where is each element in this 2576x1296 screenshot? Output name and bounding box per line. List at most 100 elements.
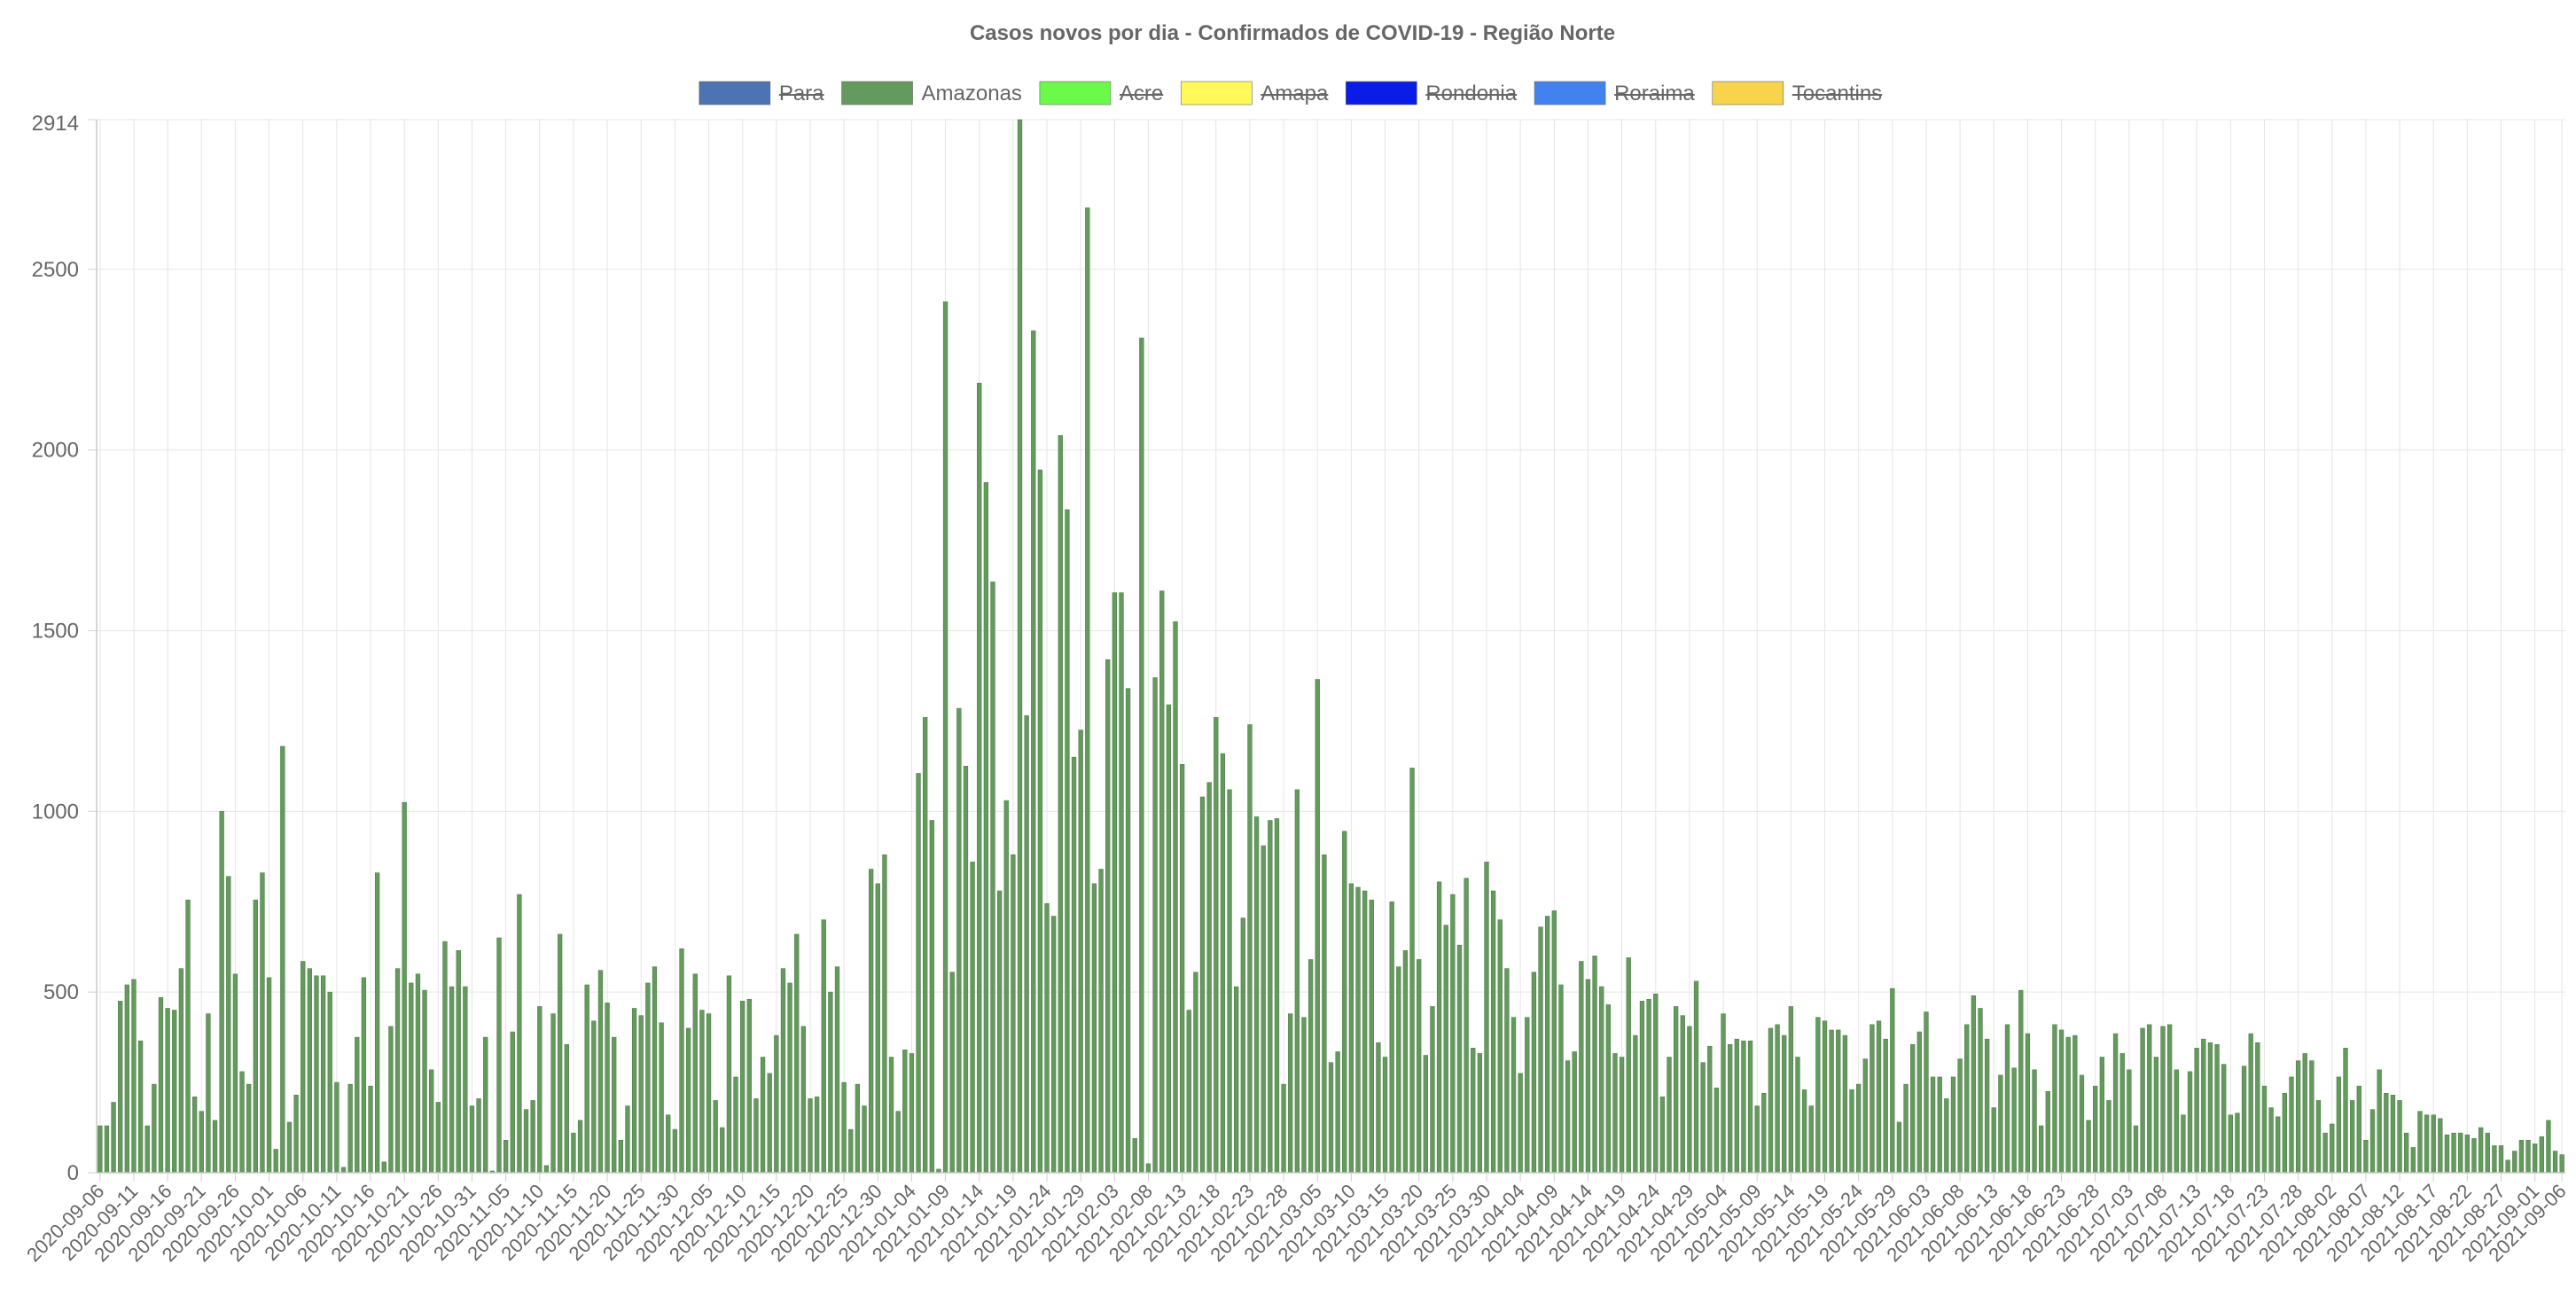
bar: [1017, 119, 1023, 1174]
bar: [1098, 869, 1104, 1174]
bar: [435, 1102, 441, 1174]
bar: [2539, 1136, 2544, 1174]
bar: [652, 966, 658, 1174]
bar: [2417, 1111, 2423, 1174]
bar: [1626, 957, 1631, 1174]
bar: [990, 582, 995, 1174]
bar: [1822, 1020, 1828, 1174]
bar: [1044, 902, 1050, 1174]
bar: [1633, 1034, 1638, 1174]
bar: [2505, 1159, 2510, 1174]
bar: [868, 869, 874, 1174]
legend-item-roraima[interactable]: Roraima: [1534, 81, 1695, 105]
bar: [2187, 1071, 2193, 1174]
bar: [307, 968, 313, 1174]
bar: [2207, 1042, 2213, 1174]
legend-item-para[interactable]: Para: [699, 81, 824, 105]
bar: [1145, 1163, 1151, 1174]
bar: [571, 1132, 576, 1174]
legend-item-tocantins[interactable]: Tocantins: [1712, 81, 1883, 105]
bar: [740, 1001, 745, 1174]
bar: [1220, 753, 1226, 1174]
bar: [2079, 1074, 2085, 1174]
bar: [2485, 1132, 2490, 1174]
bar: [1139, 337, 1144, 1174]
bar: [2525, 1140, 2531, 1174]
bar: [1761, 1093, 1767, 1174]
bar: [2309, 1060, 2314, 1174]
bar: [368, 1085, 373, 1174]
bar: [111, 1102, 116, 1174]
legend-label: Para: [779, 82, 824, 105]
bar: [1497, 919, 1503, 1174]
bar: [2410, 1147, 2416, 1174]
bar: [1288, 1013, 1293, 1174]
bar: [293, 1095, 299, 1174]
bar: [774, 1034, 779, 1174]
bar: [374, 872, 380, 1174]
bar: [1227, 789, 1232, 1174]
bar: [2377, 1069, 2382, 1174]
bar: [1152, 677, 1158, 1174]
bar: [2532, 1144, 2538, 1174]
bar: [1950, 1076, 1956, 1174]
bar: [1050, 916, 1057, 1174]
bar: [273, 1149, 278, 1174]
bar: [902, 1050, 908, 1174]
legend-swatch: [1534, 81, 1606, 105]
bar: [1477, 1053, 1483, 1174]
bar: [2214, 1043, 2220, 1174]
bar: [848, 1128, 854, 1174]
bar: [2559, 1154, 2564, 1174]
bar: [1890, 988, 1895, 1174]
bar: [1125, 688, 1131, 1174]
bar: [1680, 1015, 1685, 1174]
bar: [2369, 1109, 2376, 1174]
bar: [2390, 1095, 2396, 1174]
bar: [361, 977, 367, 1174]
bar: [1132, 1137, 1137, 1174]
bar: [841, 1081, 847, 1174]
bar: [1964, 1024, 1970, 1174]
bar: [2011, 1067, 2017, 1174]
bar: [1355, 886, 1361, 1174]
bar: [280, 746, 285, 1174]
bar: [2160, 1026, 2166, 1174]
bar: [1612, 1053, 1618, 1174]
legend-item-amazonas[interactable]: Amazonas: [841, 81, 1022, 105]
legend-item-rondonia[interactable]: Rondonia: [1346, 81, 1518, 105]
bar: [2458, 1132, 2463, 1174]
bar: [1836, 1029, 1841, 1174]
bar: [1003, 800, 1009, 1174]
bar: [564, 1043, 569, 1174]
bar: [442, 941, 448, 1174]
bar: [510, 1031, 515, 1174]
legend-swatch: [1180, 81, 1253, 105]
bar: [1592, 956, 1597, 1174]
bar: [503, 1140, 509, 1174]
bar: [2140, 1027, 2145, 1174]
bar: [206, 1013, 211, 1174]
bar: [1362, 890, 1368, 1174]
bar: [388, 1026, 394, 1174]
bar: [949, 972, 955, 1174]
bar: [1978, 1008, 1983, 1174]
bar: [1199, 796, 1206, 1174]
bar: [1741, 1040, 1746, 1174]
bar: [340, 1167, 347, 1174]
bars-amazonas: [98, 119, 2564, 1174]
bar: [1957, 1058, 1963, 1174]
legend-item-acre[interactable]: Acre: [1039, 81, 1164, 105]
bar: [1342, 831, 1347, 1174]
bar: [381, 1161, 386, 1174]
legend[interactable]: Para Amazonas Acre Amapa Rondonia Roraima Toca…: [699, 81, 1883, 105]
bar: [2147, 1024, 2152, 1174]
bar: [1510, 1017, 1517, 1174]
bar: [2384, 1093, 2389, 1174]
bar: [1721, 1013, 1726, 1174]
bar: [1747, 1040, 1753, 1174]
legend-item-amapa[interactable]: Amapa: [1180, 81, 1329, 105]
bar: [1808, 1105, 1814, 1174]
bar: [1409, 768, 1415, 1174]
